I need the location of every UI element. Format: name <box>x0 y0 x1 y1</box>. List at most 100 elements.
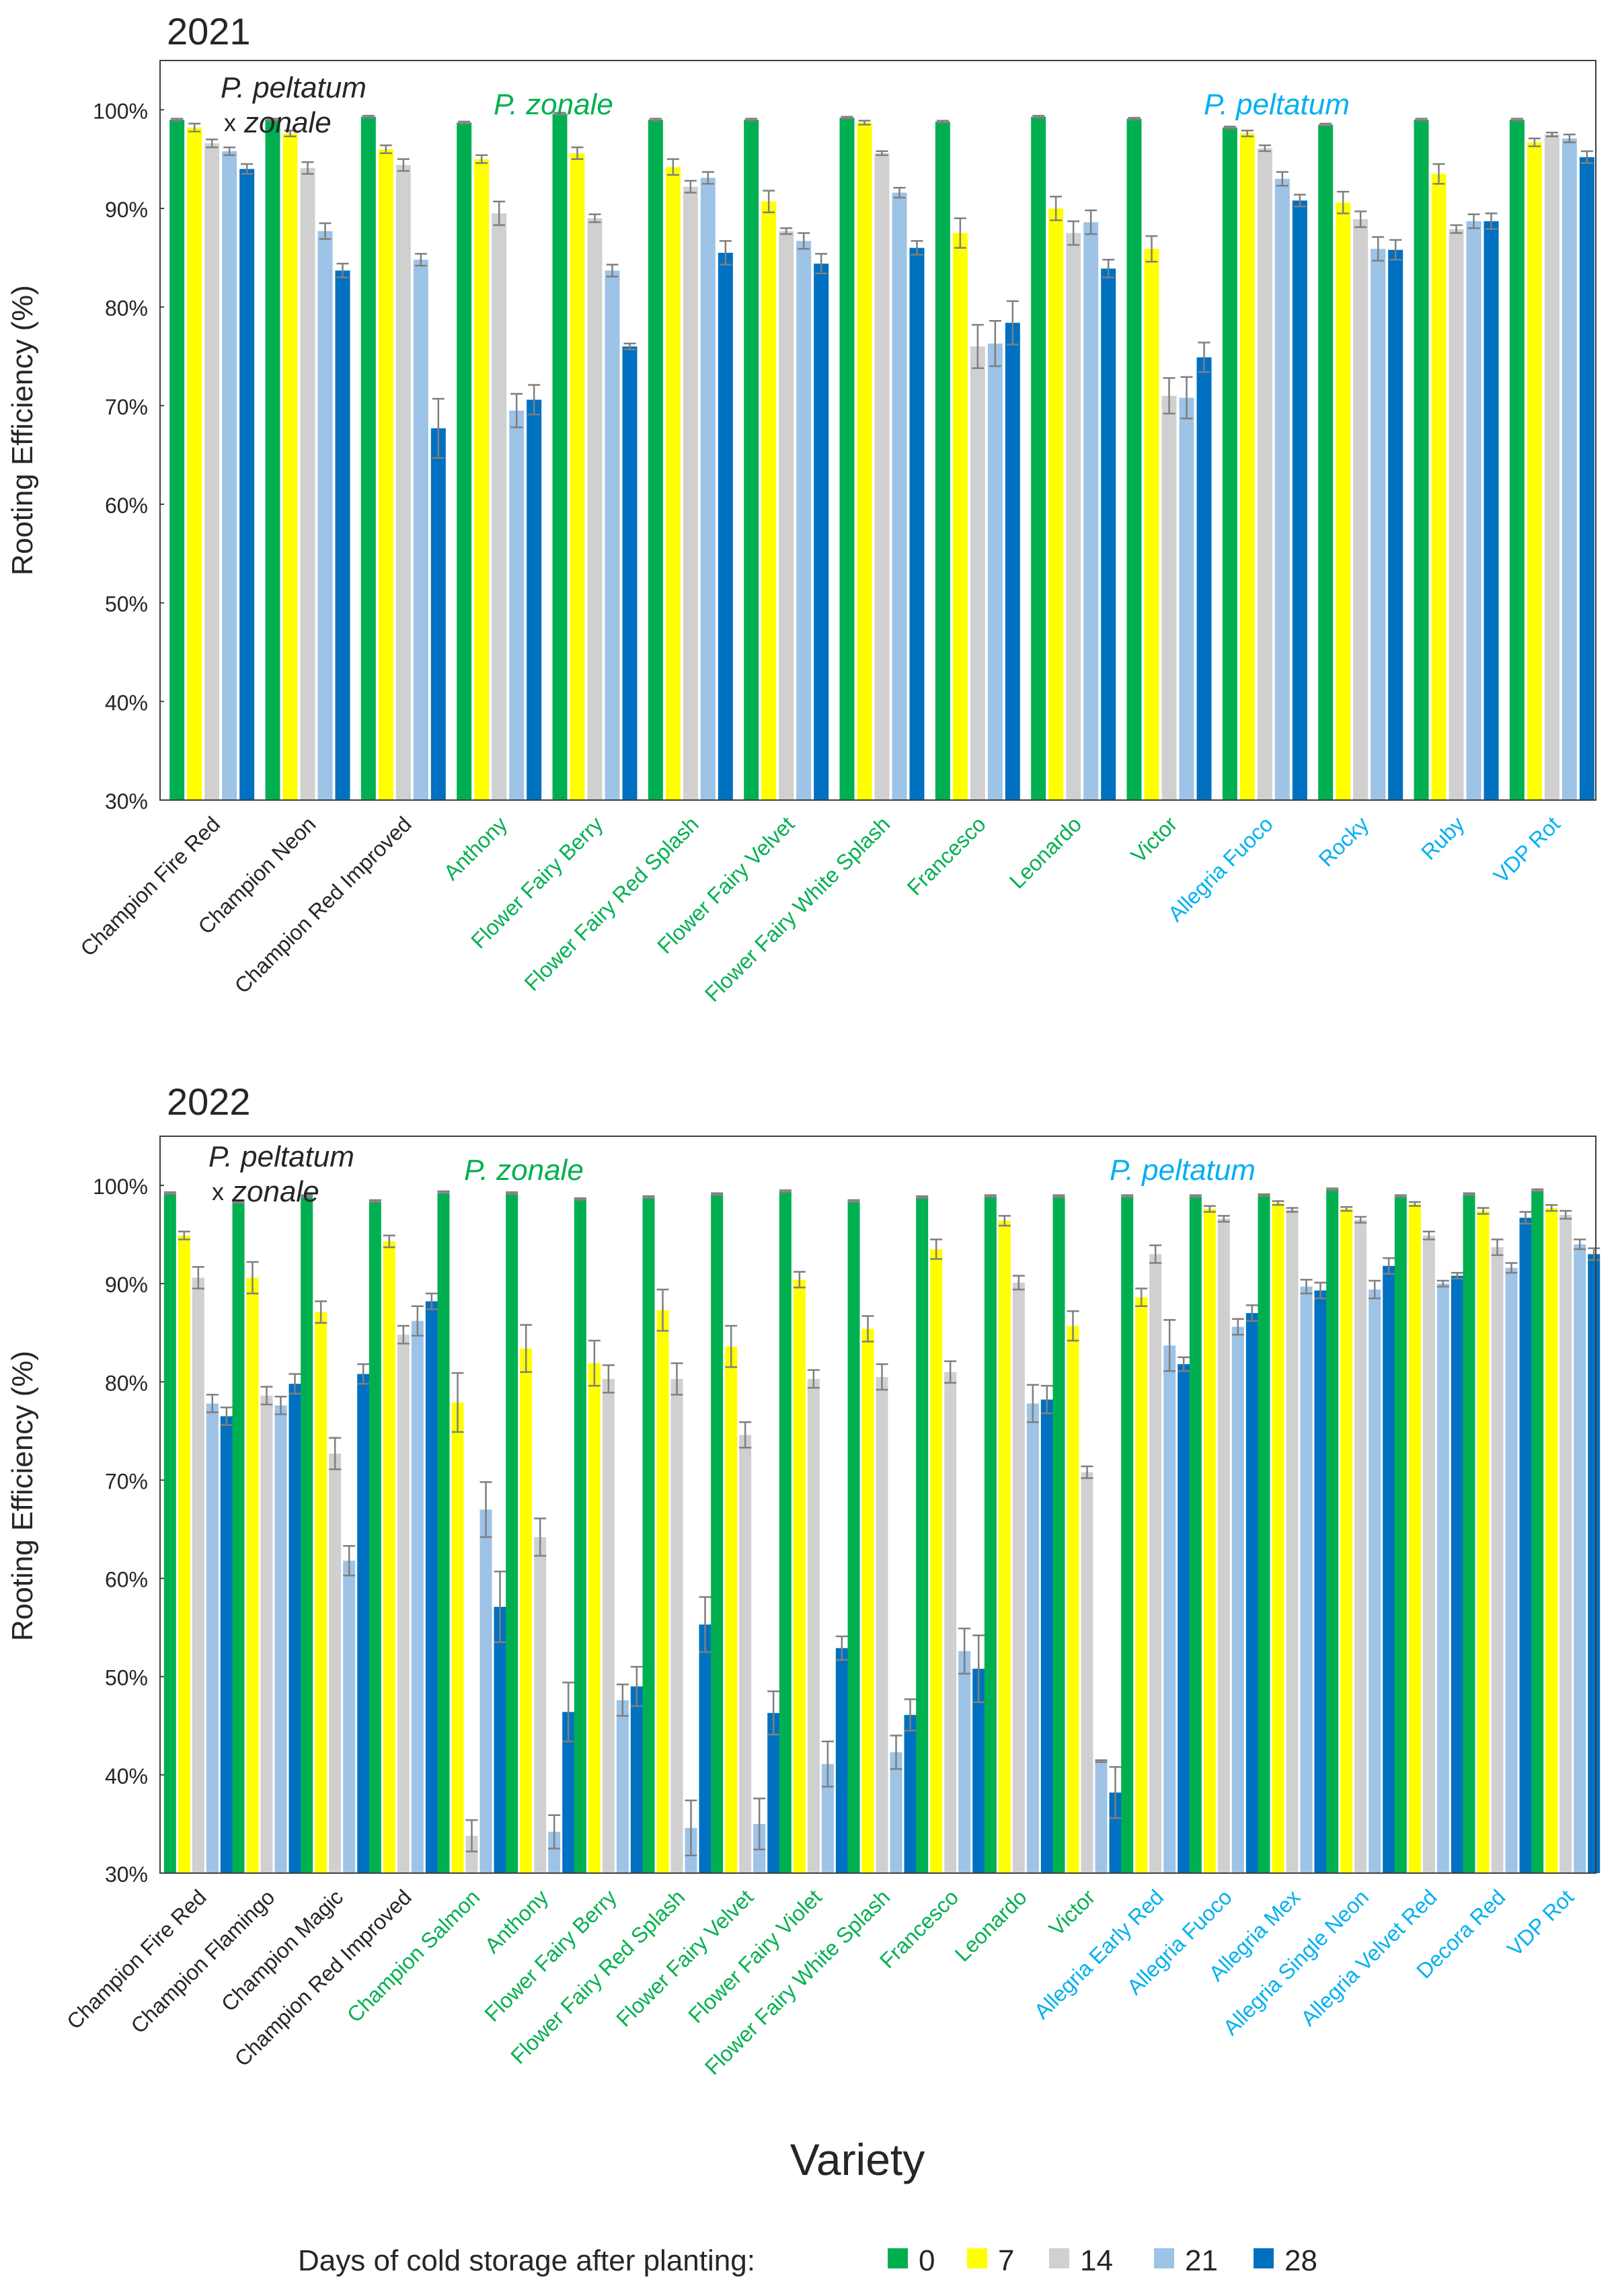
bar-0d <box>552 114 568 800</box>
bar-21d <box>1562 138 1577 800</box>
bar-7d <box>1272 1203 1284 1873</box>
bar-21d <box>1300 1286 1313 1873</box>
chart-2021-bars <box>169 112 1594 801</box>
chart-2022-group-hybrid-x: x <box>212 1178 224 1205</box>
bar-28d <box>1484 221 1499 801</box>
bar-0d <box>574 1199 586 1873</box>
bar-7d <box>656 1310 669 1873</box>
bar-28d <box>814 264 829 801</box>
legend: Days of cold storage after planting: 0 7 1… <box>298 2244 1317 2277</box>
x-tick-label: Flower Fairy White Splash <box>700 811 895 1006</box>
chart-2021-group-hybrid-x: x <box>224 109 236 136</box>
legend-swatch-7 <box>967 2248 987 2268</box>
bar-28d <box>357 1374 370 1873</box>
bar-7d <box>1067 1326 1079 1873</box>
chart-2021-group-hybrid-line2: zonale <box>243 106 332 139</box>
bar-7d <box>1048 208 1064 800</box>
bar-14d <box>300 167 315 800</box>
bar-14d <box>670 1378 683 1873</box>
bar-7d <box>952 233 968 801</box>
bar-21d <box>548 1831 561 1873</box>
x-tick-label: Francesco <box>902 811 991 900</box>
bar-28d <box>1579 157 1594 800</box>
x-tick-label: Champion Red Improved <box>230 811 416 998</box>
bar-7d <box>1336 202 1351 800</box>
bar-28d <box>1040 1399 1053 1873</box>
bar-28d <box>835 1648 848 1873</box>
bar-7d <box>588 1363 601 1873</box>
bar-21d <box>605 270 620 800</box>
x-tick-label: Rocky <box>1314 811 1373 871</box>
bar-28d <box>288 1384 301 1873</box>
bar-0d <box>744 120 759 800</box>
bar-7d <box>761 201 777 800</box>
bar-0d <box>839 118 855 801</box>
chart-2022-group-hybrid-line2: zonale <box>231 1175 319 1208</box>
bar-0d <box>1121 1196 1134 1873</box>
bar-0d <box>232 1201 245 1873</box>
bar-28d <box>220 1416 233 1873</box>
bar-28d <box>562 1712 575 1873</box>
bar-0d <box>1052 1196 1065 1873</box>
bar-0d <box>1394 1196 1407 1873</box>
x-tick-label: Flower Fairy Violet <box>683 1885 826 2027</box>
bar-21d <box>821 1764 834 1873</box>
chart-2021-title: 2021 <box>167 10 251 52</box>
bar-0d <box>642 1197 655 1873</box>
bar-21d <box>206 1403 219 1873</box>
bar-28d <box>718 253 733 800</box>
bar-14d <box>1286 1210 1299 1873</box>
bar-7d <box>451 1402 464 1873</box>
bar-28d <box>699 1624 711 1873</box>
bar-0d <box>1531 1190 1544 1873</box>
x-tick-label: VDP Rot <box>1489 811 1565 887</box>
bar-21d <box>1095 1761 1108 1873</box>
bar-0d <box>1509 120 1525 800</box>
y-tick-label: 80% <box>105 296 148 321</box>
chart-2021: 2021 30% 40% 50% 60% 70% 80% 90% 100% Champion … <box>6 10 1596 1006</box>
bar-21d <box>222 151 237 800</box>
x-tick-label: Champion Salmon <box>342 1885 485 2027</box>
bar-14d <box>876 1377 888 1873</box>
chart-2022-y-axis: 30% 40% 50% 60% 70% 80% 90% 100% <box>93 1175 164 1887</box>
x-tick-label: VDP Rot <box>1502 1885 1578 1961</box>
chart-2021-group-zonale: P. zonale <box>494 88 613 121</box>
bar-21d <box>1163 1345 1176 1873</box>
x-tick-label: Anthony <box>439 811 512 884</box>
legend-label-0: 0 <box>919 2244 935 2277</box>
legend-label-28: 28 <box>1284 2244 1317 2277</box>
bar-0d <box>301 1196 313 1873</box>
y-tick-label: 100% <box>93 99 148 123</box>
x-tick-label: Leonardo <box>1005 811 1086 893</box>
bar-7d <box>474 159 490 800</box>
bar-7d <box>1144 249 1159 801</box>
bar-7d <box>1203 1209 1216 1873</box>
bar-14d <box>260 1395 273 1873</box>
bar-28d <box>1292 200 1307 800</box>
bar-21d <box>1231 1327 1244 1873</box>
bar-0d <box>163 1193 176 1873</box>
y-tick-label: 80% <box>105 1371 148 1395</box>
x-axis-label: Variety <box>790 2135 925 2184</box>
bar-28d <box>1519 1218 1532 1873</box>
legend-label-21: 21 <box>1185 2244 1218 2277</box>
bar-7d <box>1408 1203 1421 1873</box>
bar-0d <box>1126 118 1142 801</box>
bar-7d <box>665 167 681 800</box>
y-tick-label: 70% <box>105 395 148 419</box>
y-tick-label: 40% <box>105 690 148 715</box>
bar-28d <box>1383 1265 1395 1873</box>
bar-7d <box>178 1235 190 1873</box>
bar-7d <box>315 1312 328 1873</box>
legend-swatch-21 <box>1154 2248 1174 2268</box>
bar-28d <box>1109 1792 1122 1873</box>
bar-7d <box>857 122 872 800</box>
bar-21d <box>890 1752 902 1873</box>
y-tick-label: 50% <box>105 1666 148 1690</box>
bar-0d <box>1318 124 1334 801</box>
bar-0d <box>1189 1196 1202 1873</box>
bar-28d <box>430 428 446 800</box>
bar-0d <box>369 1201 381 1873</box>
x-tick-label: Ruby <box>1416 811 1469 864</box>
bar-7d <box>520 1348 533 1873</box>
